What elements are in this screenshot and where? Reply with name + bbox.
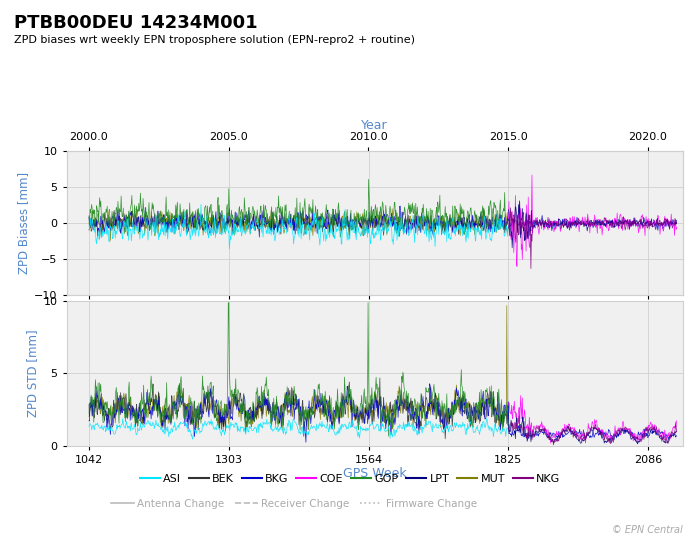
- X-axis label: Year: Year: [361, 119, 388, 132]
- Text: © EPN Central: © EPN Central: [612, 524, 682, 535]
- Text: PTBB00DEU 14234M001: PTBB00DEU 14234M001: [14, 14, 258, 31]
- Legend: ASI, BEK, BKG, COE, GOP, LPT, MUT, NKG: ASI, BEK, BKG, COE, GOP, LPT, MUT, NKG: [135, 470, 565, 489]
- X-axis label: GPS Week: GPS Week: [343, 467, 406, 480]
- Text: ZPD biases wrt weekly EPN troposphere solution (EPN-repro2 + routine): ZPD biases wrt weekly EPN troposphere so…: [14, 35, 415, 45]
- Y-axis label: ZPD Biases [mm]: ZPD Biases [mm]: [17, 172, 30, 274]
- Legend: Antenna Change, Receiver Change, Firmware Change: Antenna Change, Receiver Change, Firmwar…: [107, 495, 481, 513]
- Y-axis label: ZPD STD [mm]: ZPD STD [mm]: [27, 329, 39, 417]
